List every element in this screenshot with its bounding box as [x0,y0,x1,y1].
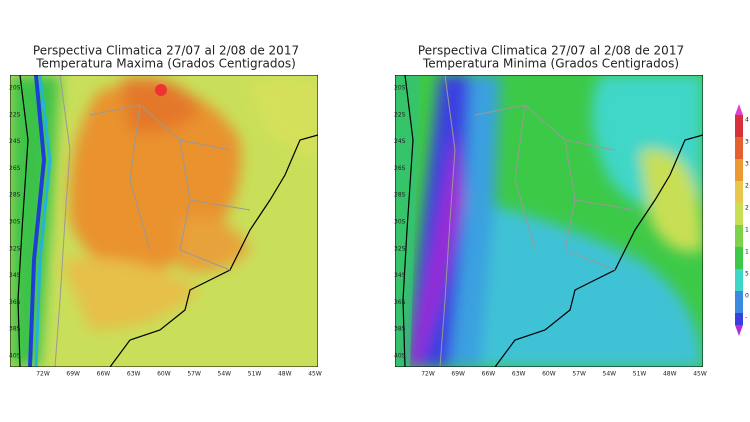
colorbar-label: 1 [745,249,749,256]
map-min [395,75,703,367]
lon-label: 72W [36,371,50,378]
lon-label: 72W [421,371,435,378]
lat-label: 26S [394,165,406,172]
colorbar-label: 2 [745,205,749,212]
lat-label: 32S [394,245,406,252]
lon-label: 63W [512,371,526,378]
lat-label: 20S [9,85,21,92]
colorbar-label: 5 [745,271,749,278]
colorbar-label: 3 [745,161,749,168]
lat-label: 34S [9,272,21,279]
lat-label: 26S [9,165,21,172]
colorbar [735,104,743,336]
lon-label: 57W [187,371,201,378]
colorbar-label: 3 [745,139,749,146]
lon-label: 60W [542,371,556,378]
lat-label: 24S [394,138,406,145]
lon-label: 48W [663,371,677,378]
lat-label: 30S [394,219,406,226]
lat-label: 36S [394,299,406,306]
colorbar-label: 0 [745,293,749,300]
colorbar-label: 4 [745,117,749,124]
panel-subtitle: Temperatura Minima (Grados Centigrados) [422,57,679,71]
lon-label: 51W [248,371,262,378]
colorbar-label: 1 [745,227,749,234]
lat-label: 28S [394,192,406,199]
lat-label: 24S [9,138,21,145]
lon-label: 45W [308,371,322,378]
lon-label: 69W [66,371,80,378]
lon-label: 69W [451,371,465,378]
panel-title: Perspectiva Climatica 27/07 al 2/08 de 2… [33,44,299,58]
lon-label: 60W [157,371,171,378]
panel-subtitle: Temperatura Maxima (Grados Centigrados) [35,57,296,71]
lat-label: 22S [394,111,406,118]
lat-label: 32S [9,245,21,252]
lon-label: 54W [603,371,617,378]
lat-label: 40S [9,353,21,360]
lon-label: 48W [278,371,292,378]
lon-label: 51W [633,371,647,378]
map-max [10,75,318,367]
lat-label: 22S [9,111,21,118]
lon-label: 57W [572,371,586,378]
lat-label: 34S [394,272,406,279]
lat-label: 28S [9,192,21,199]
lat-label: 36S [9,299,21,306]
lon-label: 66W [482,371,496,378]
lat-label: 38S [9,326,21,333]
colorbar-label: 2 [745,183,749,190]
lon-label: 54W [218,371,232,378]
lon-label: 45W [693,371,707,378]
panel-title: Perspectiva Climatica 27/07 al 2/08 de 2… [418,44,684,58]
lat-label: 30S [9,219,21,226]
lat-label: 38S [394,326,406,333]
lon-label: 66W [97,371,111,378]
lon-label: 63W [127,371,141,378]
lat-label: 20S [394,85,406,92]
colorbar-label: - [745,315,747,322]
lat-label: 40S [394,353,406,360]
